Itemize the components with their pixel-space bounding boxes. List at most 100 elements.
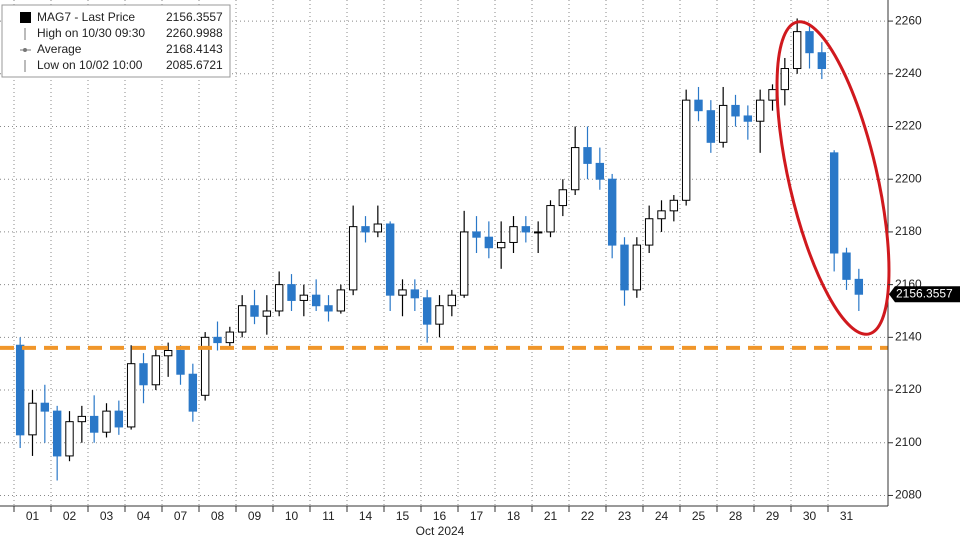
candle-body (743, 115, 753, 122)
candle-body (546, 205, 555, 233)
candle-body (459, 231, 469, 296)
candle-body (361, 226, 370, 233)
candle-body (854, 278, 864, 295)
x-tick-label: 10 (285, 509, 299, 523)
candle-body (595, 162, 605, 180)
candle-body (52, 410, 62, 457)
candle-body (792, 31, 802, 70)
candle-body (817, 52, 827, 70)
legend-box (1, 4, 231, 78)
candle-body (410, 289, 420, 299)
candle-body (139, 363, 148, 386)
candle-body (755, 99, 765, 122)
candle-body (472, 231, 481, 238)
candle-body (40, 402, 50, 412)
candle-body (484, 236, 494, 249)
y-tick-label: 2200 (895, 171, 922, 185)
x-tick-label: 28 (729, 509, 743, 523)
y-tick-label: 2140 (895, 330, 922, 344)
x-tick-label: 16 (433, 509, 447, 523)
legend-value: 2168.4143 (166, 42, 223, 56)
highlight-ellipse (775, 20, 891, 336)
candle-body (805, 31, 814, 54)
x-tick-label: 09 (248, 509, 262, 523)
x-tick-label: 02 (63, 509, 77, 523)
x-tick-label: 25 (692, 509, 706, 523)
candle-body (213, 336, 222, 344)
x-tick-label: 24 (655, 509, 669, 523)
y-tick-label: 2100 (895, 435, 922, 449)
candle-body (348, 226, 358, 291)
x-tick-label: 11 (322, 509, 335, 523)
candle-body (731, 104, 740, 117)
y-tick-label: 2180 (895, 224, 922, 238)
candle-body (225, 331, 235, 344)
candle-body (681, 99, 691, 201)
x-tick-label: 04 (137, 509, 151, 523)
marks (0, 18, 888, 481)
candle-body (311, 294, 321, 307)
candle-body (89, 415, 99, 433)
candle-body (398, 289, 407, 296)
x-tick-label: 15 (396, 509, 410, 523)
candle-body (274, 284, 284, 312)
candle-body (620, 244, 629, 291)
x-tick-label: 30 (803, 509, 817, 523)
candle-body (77, 415, 87, 423)
candle-body (521, 226, 531, 233)
y-tick-label: 2240 (895, 66, 922, 80)
candle-body (385, 223, 395, 296)
x-tick-label: 22 (581, 509, 595, 523)
x-tick-label: 01 (26, 509, 40, 523)
candle-body (607, 178, 617, 246)
legend-swatch (20, 12, 31, 23)
x-tick-label: 07 (174, 509, 188, 523)
candle-body (447, 294, 457, 307)
x-tick-label: 21 (544, 509, 558, 523)
candle-body (126, 363, 136, 428)
candle-body (299, 294, 309, 301)
candle-body (718, 104, 728, 143)
candle-body (188, 373, 198, 412)
x-tick-label: 18 (507, 509, 521, 523)
candle-body (28, 402, 37, 436)
candle-body (373, 223, 383, 233)
candle-body (533, 231, 543, 234)
last-price-label: 2156.3557 (896, 286, 953, 300)
candle-body (669, 199, 679, 212)
x-axis-title: Oct 2024 (416, 524, 465, 538)
x-tick-label: 29 (766, 509, 780, 523)
legend-value: 2156.3557 (166, 10, 223, 24)
x-tick-label: 17 (470, 509, 484, 523)
candle-body (15, 344, 25, 436)
candle-body (422, 297, 432, 325)
legend-icon (23, 48, 27, 52)
legend-label: Average (37, 42, 82, 56)
candle-body (151, 355, 161, 386)
candle-body (694, 99, 703, 112)
legend-value: 2085.6721 (166, 58, 223, 72)
candle-body (706, 110, 716, 143)
candle-body (324, 305, 333, 312)
candle-body (496, 241, 506, 249)
candle-body (768, 89, 777, 101)
candle-body (509, 226, 518, 243)
x-tick-label: 14 (359, 509, 373, 523)
candle-body (114, 410, 124, 428)
candle-body (657, 210, 666, 220)
x-tick-label: 23 (618, 509, 632, 523)
y-tick-label: 2080 (895, 488, 922, 502)
candle-body (176, 350, 185, 375)
legend-value: 2260.9988 (166, 26, 223, 40)
y-tick-label: 2120 (895, 382, 922, 396)
candle-body (200, 336, 210, 396)
candle-body (570, 147, 580, 191)
candle-body (336, 289, 346, 312)
candle-body (237, 305, 247, 333)
legend-label: Low on 10/02 10:00 (37, 58, 143, 72)
candle-body (163, 350, 173, 357)
candle-body (780, 68, 790, 91)
legend-label: High on 10/30 09:30 (37, 26, 145, 40)
